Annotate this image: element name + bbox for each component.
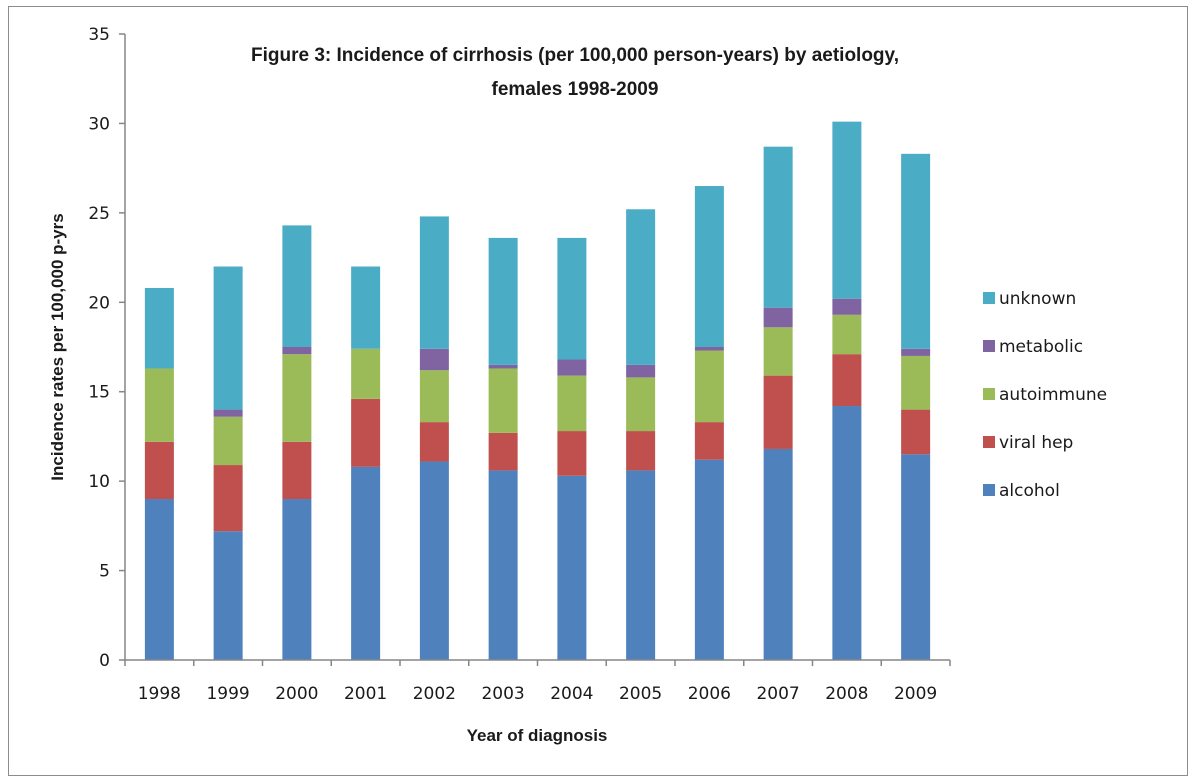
bar-viral-hep-2007	[763, 375, 793, 449]
legend-label-autoimmune: autoimmune	[999, 385, 1107, 405]
legend-swatch-alcohol	[983, 484, 995, 496]
x-tick-label: 1998	[138, 684, 181, 704]
bar-viral-hep-1998	[144, 441, 174, 500]
legend-label-alcohol: alcohol	[999, 481, 1060, 501]
y-axis-title: Incidence rates per 100,000 p-yrs	[48, 213, 67, 480]
bar-unknown-2002	[419, 216, 449, 349]
bar-unknown-2006	[694, 186, 724, 347]
y-tick-label: 30	[88, 114, 110, 134]
y-axis-ticks: 0 5 10 15 20 25 30 35	[88, 25, 125, 671]
y-tick-label: 25	[88, 204, 110, 224]
bar-autoimmune-1998	[144, 368, 174, 442]
x-tick-label: 2004	[550, 684, 593, 704]
legend-label-metabolic: metabolic	[999, 337, 1083, 357]
bar-alcohol-2003	[488, 470, 518, 660]
x-tick-label: 2003	[481, 684, 524, 704]
x-tick-label: 2006	[688, 684, 731, 704]
bar-metabolic-2009	[901, 348, 931, 356]
y-tick-label: 0	[99, 651, 110, 671]
bar-viral-hep-2009	[901, 409, 931, 455]
bar-viral-hep-2005	[626, 431, 656, 471]
bar-metabolic-2006	[694, 347, 724, 351]
y-tick-label: 35	[88, 25, 110, 45]
bar-viral-hep-1999	[213, 465, 243, 532]
y-tick-label: 5	[99, 562, 110, 582]
bar-alcohol-2006	[694, 459, 724, 660]
bar-metabolic-1999	[213, 409, 243, 417]
bar-autoimmune-2008	[832, 314, 862, 355]
legend-label-viral-hep: viral hep	[999, 433, 1073, 453]
bar-autoimmune-2003	[488, 368, 518, 433]
bar-autoimmune-1999	[213, 416, 243, 466]
x-tick-label: 2009	[894, 684, 937, 704]
bar-metabolic-2000	[282, 347, 312, 355]
bar-autoimmune-2009	[901, 355, 931, 410]
bar-metabolic-2005	[626, 364, 656, 378]
x-tick-label: 2002	[413, 684, 456, 704]
bar-alcohol-2004	[557, 475, 587, 660]
bar-unknown-2004	[557, 237, 587, 360]
bar-unknown-2001	[351, 266, 381, 349]
bar-unknown-2008	[832, 121, 862, 299]
bar-viral-hep-2000	[282, 441, 312, 500]
x-tick-label: 2007	[756, 684, 799, 704]
chart-title-line-1: Figure 3: Incidence of cirrhosis (per 10…	[251, 45, 899, 66]
bar-alcohol-2002	[419, 461, 449, 660]
x-tick-label: 2008	[825, 684, 868, 704]
bar-viral-hep-2003	[488, 432, 518, 471]
bar-alcohol-2001	[351, 466, 381, 660]
chart-title-line-2: females 1998-2009	[492, 79, 659, 100]
bar-unknown-1999	[213, 266, 243, 410]
x-tick-label: 2001	[344, 684, 387, 704]
bar-autoimmune-2001	[351, 348, 381, 399]
bar-viral-hep-2006	[694, 422, 724, 460]
y-tick-label: 10	[88, 472, 110, 492]
bar-alcohol-2000	[282, 499, 312, 660]
bar-viral-hep-2004	[557, 431, 587, 476]
bar-unknown-2007	[763, 146, 793, 308]
legend: unknown metabolic autoimmune viral hep alcoh…	[983, 289, 1107, 501]
x-tick-label: 1999	[206, 684, 249, 704]
axes	[124, 34, 950, 661]
bar-viral-hep-2002	[419, 422, 449, 462]
bar-viral-hep-2001	[351, 398, 381, 467]
bar-alcohol-2008	[832, 406, 862, 660]
bar-metabolic-2003	[488, 364, 518, 369]
bar-alcohol-2005	[626, 470, 656, 660]
bar-alcohol-1999	[213, 531, 243, 660]
x-axis-title: Year of diagnosis	[467, 726, 608, 745]
bar-unknown-1998	[144, 287, 174, 369]
bar-metabolic-2007	[763, 307, 793, 328]
bars	[144, 121, 931, 660]
bar-unknown-2009	[901, 153, 931, 349]
legend-swatch-unknown	[983, 292, 995, 304]
bar-metabolic-2004	[557, 359, 587, 376]
bar-autoimmune-2002	[419, 370, 449, 423]
x-tick-label: 2005	[619, 684, 662, 704]
bar-unknown-2005	[626, 209, 656, 365]
bar-metabolic-2002	[419, 348, 449, 371]
bar-autoimmune-2000	[282, 354, 312, 442]
y-tick-label: 20	[88, 293, 110, 313]
x-tick-label: 2000	[275, 684, 318, 704]
bar-alcohol-2009	[901, 454, 931, 660]
bar-alcohol-1998	[144, 499, 174, 660]
x-axis-ticks: 1998 1999 2000 2001 2002 2003 2004 2005 2006 2007…	[124, 660, 951, 704]
legend-swatch-metabolic	[983, 340, 995, 352]
legend-swatch-viral-hep	[983, 436, 995, 448]
y-tick-label: 15	[88, 383, 110, 403]
legend-label-unknown: unknown	[999, 289, 1076, 309]
bar-metabolic-2008	[832, 298, 862, 315]
bar-alcohol-2007	[763, 448, 793, 660]
bar-unknown-2003	[488, 237, 518, 365]
bar-unknown-2000	[282, 225, 312, 347]
bar-viral-hep-2008	[832, 354, 862, 407]
bar-autoimmune-2006	[694, 350, 724, 423]
chart-title: Figure 3: Incidence of cirrhosis (per 10…	[251, 45, 899, 100]
legend-swatch-autoimmune	[983, 388, 995, 400]
bar-autoimmune-2004	[557, 375, 587, 432]
bar-autoimmune-2005	[626, 377, 656, 432]
bar-autoimmune-2007	[763, 327, 793, 376]
